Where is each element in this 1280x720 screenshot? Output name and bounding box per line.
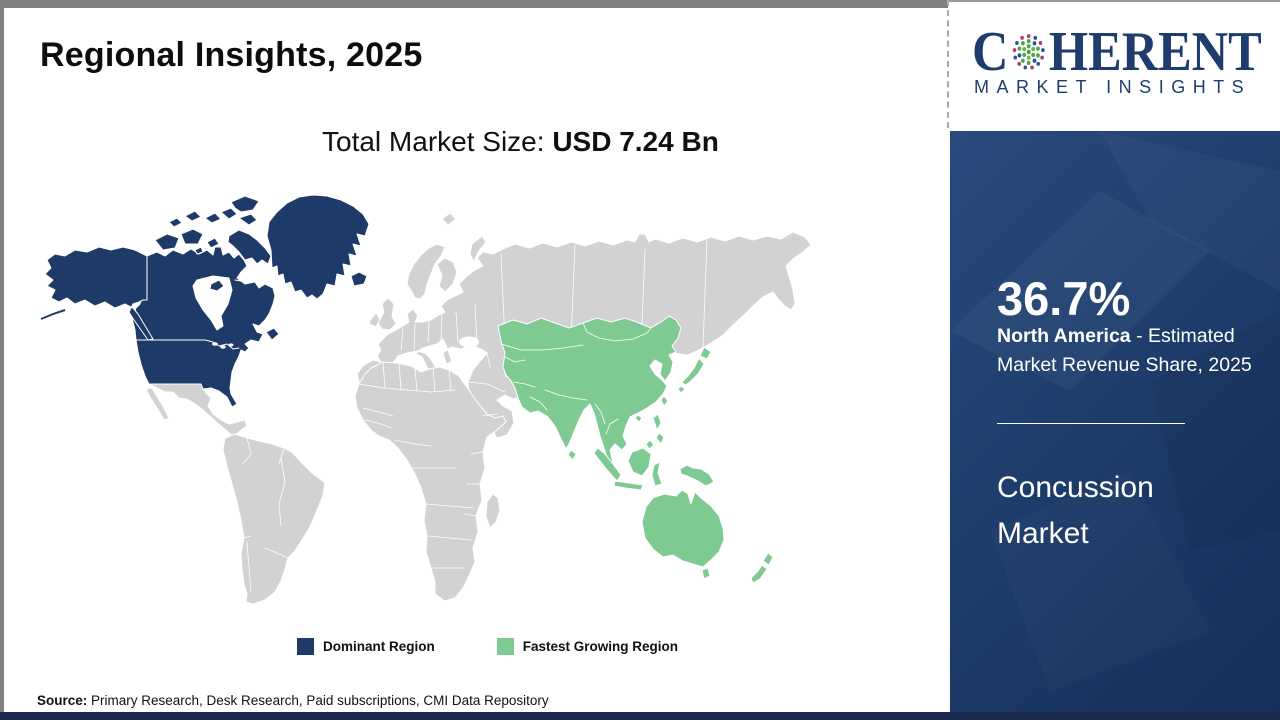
- map-nz-south: [750, 564, 768, 584]
- map-hainan: [634, 414, 643, 423]
- map-australia: [641, 489, 725, 568]
- map-nz-north: [762, 552, 774, 566]
- map-iceland: [350, 271, 368, 287]
- map-madagascar: [485, 493, 501, 529]
- map-novaya-zemlya: [469, 235, 487, 263]
- map-taiwan: [660, 395, 669, 407]
- world-map: [40, 194, 812, 605]
- panel-texture: [950, 131, 1280, 720]
- source-text: Primary Research, Desk Research, Paid su…: [87, 693, 549, 708]
- panel-divider: [997, 423, 1185, 424]
- right-panel: 36.7% North America - Estimated Market R…: [950, 131, 1280, 720]
- map-greenland: [266, 194, 370, 300]
- legend-dominant-swatch: [297, 638, 314, 655]
- logo: C HERENT MARKET INSIGHTS: [952, 2, 1280, 131]
- legend-fastest-label: Fastest Growing Region: [522, 639, 679, 654]
- top-border-right: [948, 0, 1280, 2]
- market-name: Concussion Market: [997, 471, 1154, 550]
- map-black-sea: [459, 336, 479, 348]
- bottom-border: [0, 712, 1280, 720]
- map-alaska: [44, 246, 154, 341]
- left-border: [0, 0, 4, 712]
- top-border: [0, 0, 948, 8]
- total-market-size-value: USD 7.24 Bn: [552, 126, 719, 157]
- map-new-guinea: [679, 464, 715, 487]
- map-baja: [145, 387, 170, 421]
- map-borneo: [627, 447, 652, 477]
- map-scandinavia: [406, 243, 446, 300]
- map-legend: Dominant Region Fastest Growing Region: [297, 638, 678, 655]
- logo-globe-icon: [1013, 34, 1046, 70]
- map-finland: [436, 257, 458, 293]
- map-philippines: [652, 413, 662, 431]
- map-java: [613, 480, 644, 491]
- map-canada-us: [131, 246, 276, 408]
- map-sulawesi: [651, 461, 663, 487]
- share-value: 36.7%: [997, 272, 1131, 325]
- total-market-size-label: Total Market Size:: [322, 126, 553, 157]
- legend-dominant-label: Dominant Region: [323, 639, 435, 654]
- region-share-caption: North America - Estimated Market Revenue…: [997, 325, 1252, 376]
- map-ireland: [368, 312, 381, 328]
- source-label: Source:: [37, 693, 88, 708]
- map-africa: [354, 361, 507, 602]
- legend-fastest-swatch: [496, 638, 514, 655]
- map-svalbard: [441, 212, 457, 226]
- map-tasmania: [701, 567, 711, 580]
- logo-subtitle: MARKET INSIGHTS: [974, 77, 1252, 97]
- map-newfoundland: [265, 327, 280, 341]
- total-market-size: Total Market Size: USD 7.24 Bn: [322, 126, 719, 158]
- region-name: North America: [997, 325, 1131, 347]
- map-uk: [377, 297, 397, 331]
- map-baffin: [227, 229, 272, 265]
- map-sri-lanka: [567, 449, 577, 461]
- map-south-america: [222, 433, 326, 605]
- source-note: Source: Primary Research, Desk Research,…: [37, 693, 549, 708]
- map-asia: [497, 315, 682, 469]
- map-japan: [699, 346, 712, 360]
- dashed-divider: [947, 0, 949, 128]
- page-title: Regional Insights, 2025: [40, 36, 423, 74]
- logo-wordmark: C HERENT: [972, 21, 1262, 83]
